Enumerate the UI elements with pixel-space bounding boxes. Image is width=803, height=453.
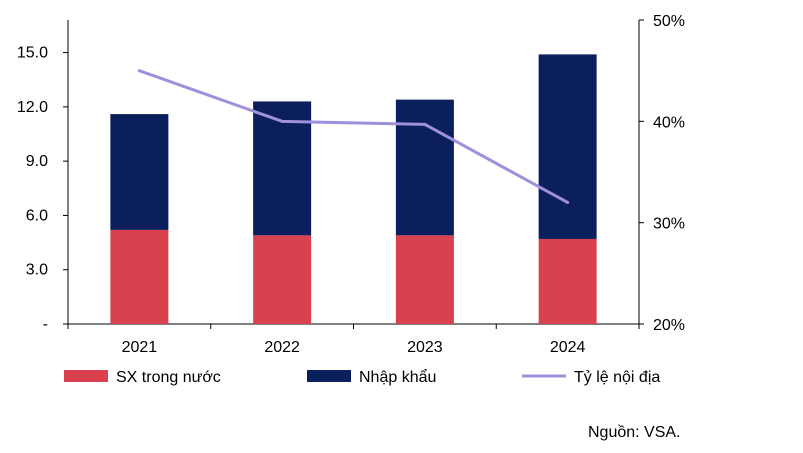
bar-domestic-2022 (253, 235, 312, 324)
bar-import-2022 (253, 101, 312, 236)
right-tick-label: 20% (653, 317, 685, 334)
bar-import-2024 (538, 54, 597, 239)
left-tick-label: 15.0 (17, 45, 48, 62)
x-tick-label: 2024 (550, 339, 586, 356)
line-point-2021 (137, 69, 141, 73)
left-tick-label: 12.0 (17, 99, 48, 116)
bar-import-2023 (395, 99, 454, 236)
left-tick-label: - (43, 316, 48, 333)
x-tick-label: 2023 (407, 339, 443, 356)
right-tick-label: 40% (653, 114, 685, 131)
right-tick-label: 30% (653, 216, 685, 233)
legend-label-0: SX trong nước (116, 369, 221, 386)
left-tick-label: 3.0 (26, 262, 48, 279)
legend-label-2: Tỷ lệ nội địa (574, 369, 660, 386)
x-tick-label: 2021 (122, 339, 158, 356)
bar-domestic-2024 (538, 238, 597, 324)
bar-import-2021 (110, 114, 169, 230)
bar-domestic-2021 (110, 229, 169, 324)
source-note: Nguồn: VSA. (588, 424, 681, 441)
legend-swatch-1 (307, 370, 351, 382)
x-tick-label: 2022 (264, 339, 300, 356)
left-tick-label: 6.0 (26, 207, 48, 224)
line-point-2022 (280, 119, 284, 123)
line-domestic-ratio (137, 69, 570, 204)
line-point-2024 (566, 200, 570, 204)
left-tick-label: 9.0 (26, 153, 48, 170)
line-point-2023 (423, 122, 427, 126)
legend-swatch-0 (64, 370, 108, 382)
bar-domestic-2023 (395, 235, 454, 324)
legend-label-1: Nhập khẩu (359, 368, 436, 386)
right-tick-label: 50% (653, 13, 685, 30)
